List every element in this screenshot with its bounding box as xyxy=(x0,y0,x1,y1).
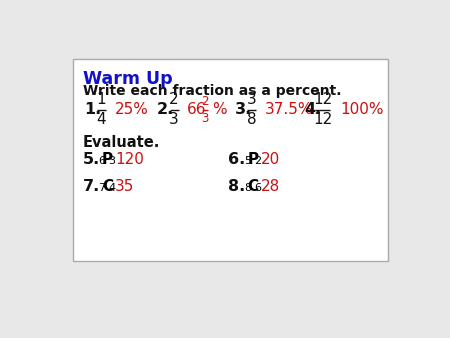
Text: 12: 12 xyxy=(313,113,333,127)
Text: 3: 3 xyxy=(169,113,179,127)
Text: 2: 2 xyxy=(169,92,179,107)
Text: 6: 6 xyxy=(254,184,261,193)
Text: 6.: 6. xyxy=(228,152,246,167)
Text: 3.: 3. xyxy=(234,102,252,117)
Text: 37.5%: 37.5% xyxy=(265,102,313,117)
Text: 25%: 25% xyxy=(115,102,149,117)
Text: 20: 20 xyxy=(261,152,280,167)
Text: 8.: 8. xyxy=(228,179,246,194)
Text: P: P xyxy=(248,152,259,167)
Text: 7: 7 xyxy=(98,184,105,193)
Text: 4: 4 xyxy=(108,184,116,193)
Text: 35: 35 xyxy=(115,179,135,194)
Text: 100%: 100% xyxy=(340,102,383,117)
Text: 3: 3 xyxy=(108,156,115,166)
Text: 4.: 4. xyxy=(304,102,321,117)
Text: 12: 12 xyxy=(313,92,333,107)
Text: 2: 2 xyxy=(201,95,209,108)
FancyBboxPatch shape xyxy=(73,59,388,261)
Text: 6: 6 xyxy=(98,156,105,166)
Text: 2.: 2. xyxy=(157,102,174,117)
Text: Write each fraction as a percent.: Write each fraction as a percent. xyxy=(83,84,341,98)
Text: 120: 120 xyxy=(115,152,144,167)
Text: P: P xyxy=(102,152,113,167)
Text: 1.: 1. xyxy=(84,102,101,117)
Text: 66: 66 xyxy=(186,102,206,117)
Text: 4: 4 xyxy=(96,113,106,127)
Text: 28: 28 xyxy=(261,179,280,194)
Text: Warm Up: Warm Up xyxy=(83,70,172,88)
Text: C: C xyxy=(102,179,113,194)
Text: 8: 8 xyxy=(247,113,256,127)
Text: 3: 3 xyxy=(247,92,256,107)
Text: 3: 3 xyxy=(201,112,209,125)
Text: Evaluate.: Evaluate. xyxy=(83,135,160,150)
Text: 7.: 7. xyxy=(83,179,100,194)
Text: 5: 5 xyxy=(244,156,251,166)
Text: %: % xyxy=(212,102,227,117)
Text: 1: 1 xyxy=(96,92,106,107)
Text: 5.: 5. xyxy=(83,152,100,167)
Text: C: C xyxy=(248,179,259,194)
Text: 2: 2 xyxy=(254,156,261,166)
Text: 8: 8 xyxy=(244,184,251,193)
